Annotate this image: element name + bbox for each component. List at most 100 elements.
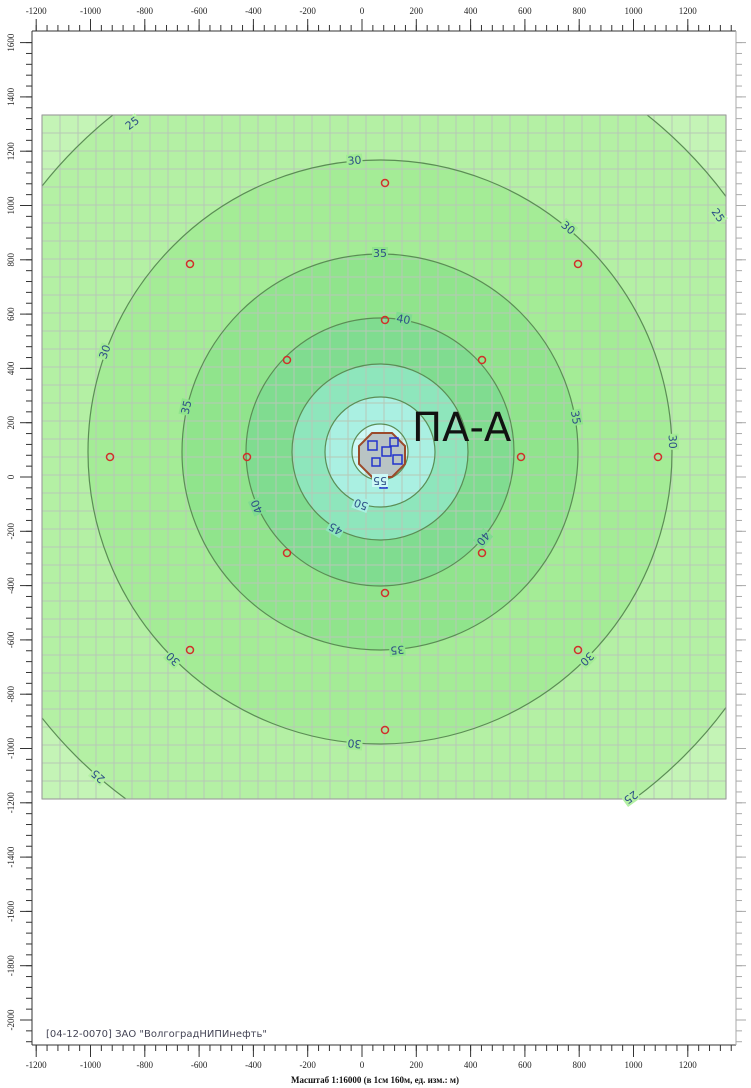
contour-label-bg	[178, 398, 195, 417]
receptor-point	[185, 645, 195, 655]
x-tick-label: -1000	[80, 1060, 101, 1070]
x-tick-label: 1000	[625, 6, 644, 16]
y-tick-label: -1000	[6, 738, 16, 759]
receptor-point	[105, 452, 115, 462]
contour-label-bg	[557, 217, 579, 239]
contour-line	[245, 317, 515, 587]
receptor-point	[516, 452, 526, 462]
contour-label-bg	[96, 342, 114, 362]
x-tick-label: 1200	[679, 6, 698, 16]
contour-label: 35	[390, 643, 405, 657]
bottom-ruler	[0, 1044, 751, 1088]
contour-label: 40	[395, 312, 411, 327]
contour-label-bg	[388, 642, 406, 657]
y-tick-label: 200	[6, 415, 16, 429]
contour-label-bg	[472, 528, 494, 549]
x-tick-label: 0	[360, 6, 365, 16]
left-ruler	[0, 0, 32, 1088]
y-tick-label: 1200	[6, 142, 16, 161]
scale-text: Масштаб 1:16000 (в 1см 160м, ед. изм.: м…	[291, 1075, 459, 1085]
source-square	[371, 457, 381, 467]
contour-line	[324, 396, 436, 508]
receptor-point	[380, 588, 390, 598]
y-tick-label: 1400	[6, 87, 16, 106]
contour-label-bg	[351, 495, 371, 513]
x-tick-label: 200	[410, 1060, 424, 1070]
receptor-point	[477, 548, 487, 558]
x-tick-label: -1000	[80, 6, 101, 16]
contour-label: 40	[248, 498, 266, 516]
contour-label: 55	[373, 474, 387, 487]
y-tick-label: -1600	[6, 900, 16, 921]
x-tick-label: -1200	[26, 1060, 47, 1070]
contour-label-bg	[707, 205, 728, 226]
x-tick-label: 400	[464, 6, 478, 16]
source-square	[389, 437, 399, 447]
contour-label: 35	[568, 410, 583, 426]
contour-label: 50	[352, 496, 370, 513]
receptor-points	[105, 178, 663, 735]
receptor-point	[573, 259, 583, 269]
contour-label-bg	[122, 113, 143, 134]
y-tick-label: 1000	[6, 196, 16, 215]
contour-label-bg	[345, 153, 364, 168]
area-border	[41, 114, 727, 800]
receptor-point	[242, 452, 252, 462]
x-tick-label: 1000	[625, 1060, 644, 1070]
contour-label-bg	[372, 247, 388, 260]
x-tick-label: 800	[572, 1060, 586, 1070]
receptor-point	[185, 259, 195, 269]
x-tick-label: 1200	[679, 1060, 698, 1070]
x-tick-label: -200	[299, 1060, 316, 1070]
receptor-point	[380, 315, 390, 325]
receptor-point	[282, 355, 292, 365]
contour-label-bg	[247, 496, 267, 517]
y-tick-label: -1800	[6, 955, 16, 976]
x-tick-label: 800	[572, 6, 586, 16]
contour-line	[291, 363, 469, 541]
x-tick-label: -800	[137, 1060, 154, 1070]
contour-label-bg	[665, 433, 680, 451]
contour-label-bg	[325, 519, 346, 539]
y-tick-label: 600	[6, 307, 16, 321]
x-tick-label: 600	[518, 1060, 532, 1070]
contour-label-bg	[162, 648, 184, 670]
y-tick-label: 1600	[6, 33, 16, 52]
footer: [04-12-0070] ЗАО "ВолгоградНИПИнефть"	[46, 1029, 267, 1040]
receptor-point	[380, 178, 390, 188]
x-tick-label: 600	[518, 6, 532, 16]
top-ruler	[0, 0, 751, 32]
receptor-point	[653, 452, 663, 462]
x-tick-label: -400	[245, 6, 262, 16]
contour-label: 30	[666, 435, 679, 449]
y-tick-label: -600	[6, 631, 16, 648]
contour-label: 45	[326, 520, 345, 538]
contour-label-bg	[576, 648, 598, 670]
contour-label: 35	[179, 399, 195, 416]
contour-line	[87, 159, 673, 745]
x-tick-label: 400	[464, 1060, 478, 1070]
y-tick-label: -400	[6, 577, 16, 594]
y-tick-label: 0	[6, 474, 16, 479]
right-ruler	[736, 0, 751, 1088]
x-tick-label: -600	[191, 1060, 208, 1070]
contour-label-bg	[567, 408, 584, 427]
contour-label-bg	[372, 474, 388, 487]
x-tick-label: -200	[299, 6, 316, 16]
x-tick-label: -1200	[26, 6, 47, 16]
contour-labels: 2525252530303030303030353535354040404550…	[87, 113, 728, 808]
y-tick-label: 800	[6, 253, 16, 267]
x-tick-label: 0	[360, 1060, 365, 1070]
x-tick-label: -800	[137, 6, 154, 16]
receptor-point	[477, 355, 487, 365]
receptor-point	[573, 645, 583, 655]
y-tick-label: -1400	[6, 846, 16, 867]
source-label: ПА-А	[412, 405, 512, 451]
contour-label-bg	[87, 765, 109, 787]
contour-label: 30	[347, 154, 362, 168]
contour-label: 30	[97, 343, 114, 361]
x-tick-label: -600	[191, 6, 208, 16]
receptor-point	[282, 548, 292, 558]
contour-label-bg	[394, 311, 413, 328]
contour-label: 35	[373, 247, 387, 260]
